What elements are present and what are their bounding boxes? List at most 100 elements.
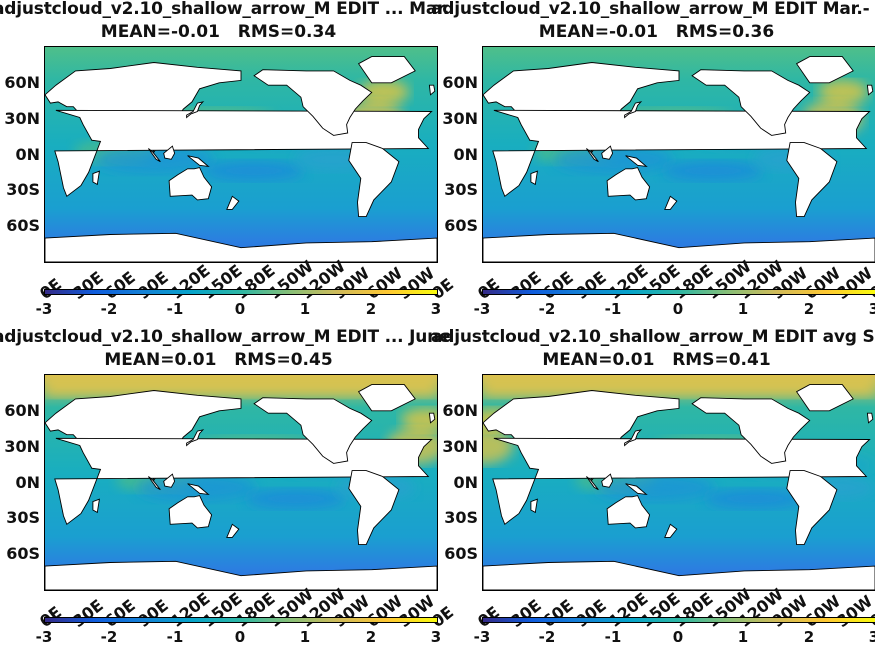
land-mass [795, 384, 854, 412]
anomaly-patch [246, 488, 346, 509]
x-tick-label: 30W [833, 591, 875, 631]
land-mass [586, 148, 599, 163]
x-tick-label: 30W [833, 263, 875, 303]
panel-title: adjustcloud_v2.10_shallow_arrow_M EDIT .… [0, 328, 453, 346]
colorbar-tick-label: -1 [604, 628, 622, 646]
x-tick-label: 30W [395, 263, 439, 303]
colorbar-tick-label: -3 [35, 628, 53, 646]
y-tick-label: 60S [444, 544, 478, 563]
land-mass [428, 84, 436, 96]
colorbar-tick-label: 1 [299, 628, 311, 646]
map-panel: adjustcloud_v2.10_shallow_arrow_M EDIT a… [431, 328, 875, 656]
map-plot [482, 46, 875, 263]
land-mass [357, 384, 416, 412]
y-tick-label: 30S [444, 508, 478, 527]
colorbar-tick-label: 0 [672, 628, 684, 646]
land-mass [357, 56, 416, 84]
x-tick-label: 30W [395, 591, 439, 631]
land-mass [601, 145, 614, 160]
anomaly-patch [483, 428, 513, 465]
rms-label: RMS=0.36 [675, 22, 775, 42]
land-mass [786, 142, 838, 218]
colorbar [44, 289, 438, 295]
land-mass [187, 155, 210, 168]
x-tick-label: 30E [507, 595, 545, 631]
x-tick-label: 90E [572, 595, 610, 631]
colorbar-tick-label: -2 [538, 300, 556, 318]
land-mass [92, 498, 100, 514]
land-mass [348, 470, 400, 546]
y-tick-label: 0N [15, 145, 40, 164]
land-mass [691, 397, 811, 464]
land-mass [664, 195, 678, 210]
land-mass [691, 69, 811, 136]
land-mass [163, 145, 176, 160]
y-tick-label: 0N [453, 473, 478, 492]
land-mass [163, 473, 176, 488]
x-tick-label: 30E [69, 267, 107, 303]
y-tick-label: 30N [4, 437, 40, 456]
x-tick-label: 60E [101, 595, 139, 631]
land-mass [253, 69, 373, 136]
land-mass [625, 483, 648, 496]
panel-title: adjustcloud_v2.10_shallow_arrow_M EDIT .… [0, 0, 453, 18]
anomaly-patch [359, 80, 409, 104]
land-mass [866, 84, 874, 96]
anomaly-patch [204, 160, 304, 181]
colorbar-tick-label: 2 [365, 628, 377, 646]
y-tick-label: 60N [442, 401, 478, 420]
y-tick-label: 30N [4, 109, 40, 128]
land-mass [92, 170, 100, 186]
land-mass [606, 495, 651, 529]
colorbar-tick-label: -2 [100, 628, 118, 646]
land-mass [624, 429, 643, 447]
colorbar-tick-label: 0 [672, 300, 684, 318]
land-mass [530, 170, 538, 186]
rms-label: RMS=0.45 [234, 350, 333, 370]
colorbar-tick-label: -1 [166, 628, 184, 646]
colorbar-tick-label: 2 [803, 628, 815, 646]
panel-title: adjustcloud_v2.10_shallow_arrow_M EDIT M… [431, 0, 870, 18]
panel-stats: MEAN=0.01 RMS=0.41 [438, 350, 875, 370]
land-mass [866, 412, 874, 424]
colorbar-tick-label: 2 [365, 300, 377, 318]
colorbar-tick-label: 2 [803, 300, 815, 318]
x-tick-label: 90E [134, 267, 172, 303]
x-tick-label: 60E [539, 267, 577, 303]
land-mass [586, 476, 599, 491]
y-tick-label: 30N [442, 109, 478, 128]
map-panel: adjustcloud_v2.10_shallow_arrow_M EDIT .… [0, 0, 457, 328]
land-mass [601, 473, 614, 488]
anomaly-patch [705, 488, 805, 509]
rms-label: RMS=0.34 [237, 22, 337, 42]
land-mass [428, 412, 436, 424]
rms-label: RMS=0.41 [672, 350, 771, 370]
colorbar [482, 289, 875, 295]
land-mass [606, 167, 651, 201]
land-mass [483, 232, 875, 262]
x-tick-label: 60E [539, 595, 577, 631]
panel-stats: MEAN=-0.01 RMS=0.34 [0, 22, 437, 42]
land-mass [786, 470, 838, 546]
colorbar [482, 617, 875, 623]
land-mass [795, 56, 854, 84]
x-tick-label: 30E [69, 595, 107, 631]
land-mass [226, 195, 240, 210]
anomaly-patch [663, 160, 763, 181]
colorbar-tick-label: -2 [538, 628, 556, 646]
land-mass [483, 560, 875, 590]
land-mass [253, 397, 373, 464]
colorbar-tick-label: -3 [473, 628, 491, 646]
colorbar-tick-label: 1 [737, 628, 749, 646]
land-mass [530, 498, 538, 514]
panel-stats: MEAN=-0.01 RMS=0.36 [438, 22, 875, 42]
mean-label: MEAN=-0.01 [100, 22, 220, 42]
anomaly-patch [818, 80, 868, 104]
panel-title: adjustcloud_v2.10_shallow_arrow_M EDIT a… [431, 328, 875, 346]
x-tick-label: 30E [507, 267, 545, 303]
y-tick-label: 60N [4, 401, 40, 420]
y-tick-label: 60S [6, 216, 40, 235]
arctic-anomaly [45, 375, 437, 397]
anomaly-patch [595, 473, 715, 502]
y-tick-label: 60S [444, 216, 478, 235]
